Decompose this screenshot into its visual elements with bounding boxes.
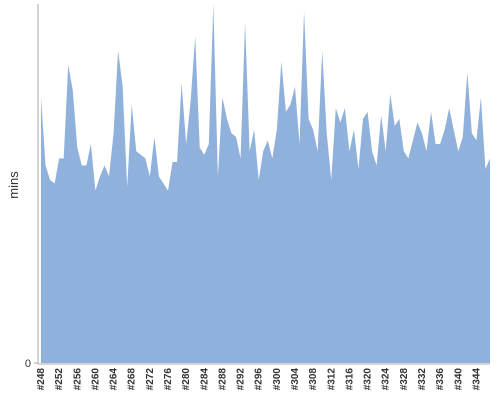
x-tick-label: #344 [471,368,482,391]
x-tick-label: #336 [435,368,446,391]
x-tick-label: #260 [90,368,101,391]
x-tick-label: #324 [381,368,392,391]
x-tick-label: #288 [217,368,228,391]
x-tick-label: #320 [363,368,374,391]
x-tick-label: #284 [199,368,210,391]
x-tick-label: #268 [127,368,138,391]
x-tick-label: #316 [344,368,355,391]
x-tick-label: #248 [36,368,47,391]
x-tick-label: #272 [145,368,156,391]
x-tick-label: #308 [308,368,319,391]
area [41,4,490,363]
x-tick-label: #280 [181,368,192,391]
x-tick-label: #304 [290,368,301,391]
x-tick-label: #300 [272,368,283,391]
x-tick-label: #256 [72,368,83,391]
x-tick-label: #312 [326,368,337,391]
x-tick-label: #292 [236,368,247,391]
y-tick-label: 0 [25,358,31,370]
y-axis-label: mins [6,171,21,199]
x-tick-label: #252 [54,368,65,391]
x-tick-label: #296 [254,368,265,391]
x-tick-label: #264 [109,368,120,391]
x-tick-label: #340 [453,368,464,391]
x-tick-label: #332 [417,368,428,391]
x-tick-label: #276 [163,368,174,391]
x-tick-label: #328 [399,368,410,391]
